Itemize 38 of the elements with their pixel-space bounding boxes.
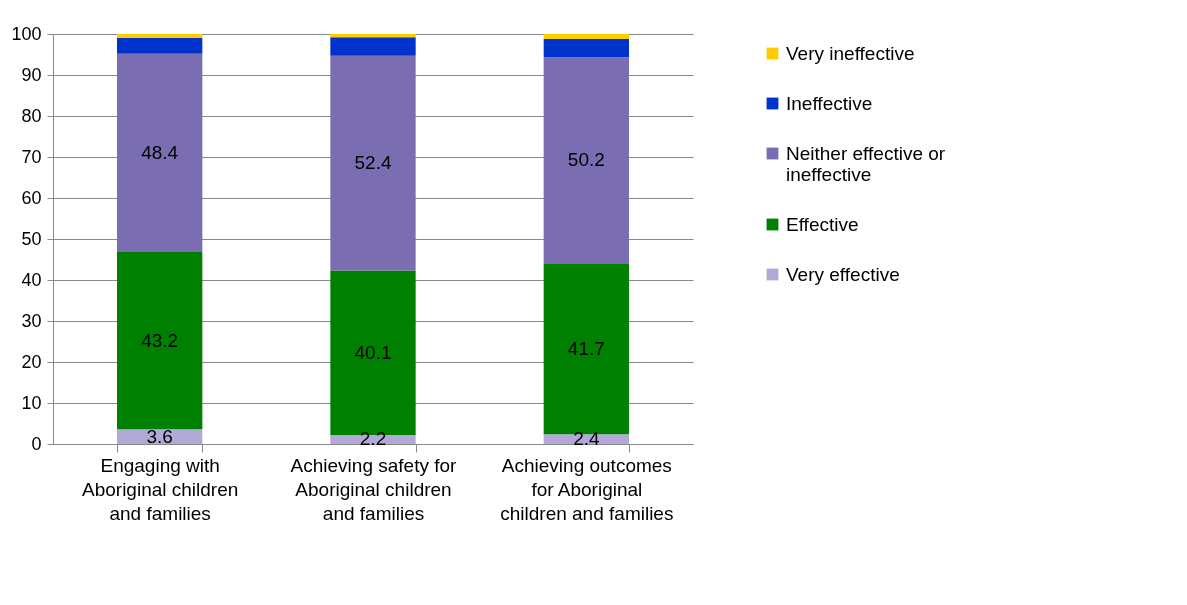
x-tick-label: Achieving outcomes for Aboriginal children and families bbox=[500, 454, 674, 524]
data-label: 2.4 bbox=[573, 428, 600, 450]
legend-label: Very ineffective bbox=[786, 42, 915, 64]
y-tick-label: 30 bbox=[21, 310, 42, 331]
data-label: 50.2 bbox=[567, 149, 605, 171]
legend-label: Neither effective or ineffective bbox=[786, 142, 946, 185]
data-label: 43.2 bbox=[141, 329, 179, 351]
data-label: 48.4 bbox=[141, 141, 179, 163]
legend-label: Effective bbox=[786, 213, 859, 235]
bar bbox=[330, 55, 416, 271]
y-tick-label: 0 bbox=[31, 433, 42, 454]
y-tick-label: 10 bbox=[21, 392, 42, 413]
y-tick-label: 90 bbox=[21, 64, 42, 85]
y-tick-label: 80 bbox=[21, 105, 42, 126]
y-tick-label: 40 bbox=[21, 269, 42, 290]
bar bbox=[330, 37, 416, 56]
data-label: 2.2 bbox=[359, 428, 387, 450]
bar bbox=[543, 34, 629, 39]
bar bbox=[117, 53, 203, 253]
y-tick-label: 20 bbox=[21, 351, 42, 372]
y-tick-label: 100 bbox=[11, 23, 42, 44]
bar bbox=[543, 38, 629, 58]
data-label: 3.6 bbox=[146, 425, 173, 447]
y-tick-label: 50 bbox=[21, 228, 42, 249]
bar bbox=[330, 34, 416, 38]
y-tick-label: 70 bbox=[21, 146, 42, 167]
x-tick-label: Achieving safety for Aboriginal children and families bbox=[290, 454, 458, 524]
bar bbox=[543, 57, 629, 264]
legend-label: Ineffective bbox=[786, 92, 873, 114]
bar bbox=[117, 34, 203, 39]
data-label: 52.4 bbox=[354, 152, 392, 174]
x-tick-label: Engaging with Aboriginal children and families bbox=[82, 454, 239, 524]
bar bbox=[117, 38, 203, 54]
legend-label: Very effective bbox=[786, 263, 900, 285]
data-label: 40.1 bbox=[354, 341, 392, 363]
bar bbox=[117, 252, 203, 430]
y-tick-label: 60 bbox=[21, 187, 42, 208]
data-label: 41.7 bbox=[567, 337, 605, 359]
